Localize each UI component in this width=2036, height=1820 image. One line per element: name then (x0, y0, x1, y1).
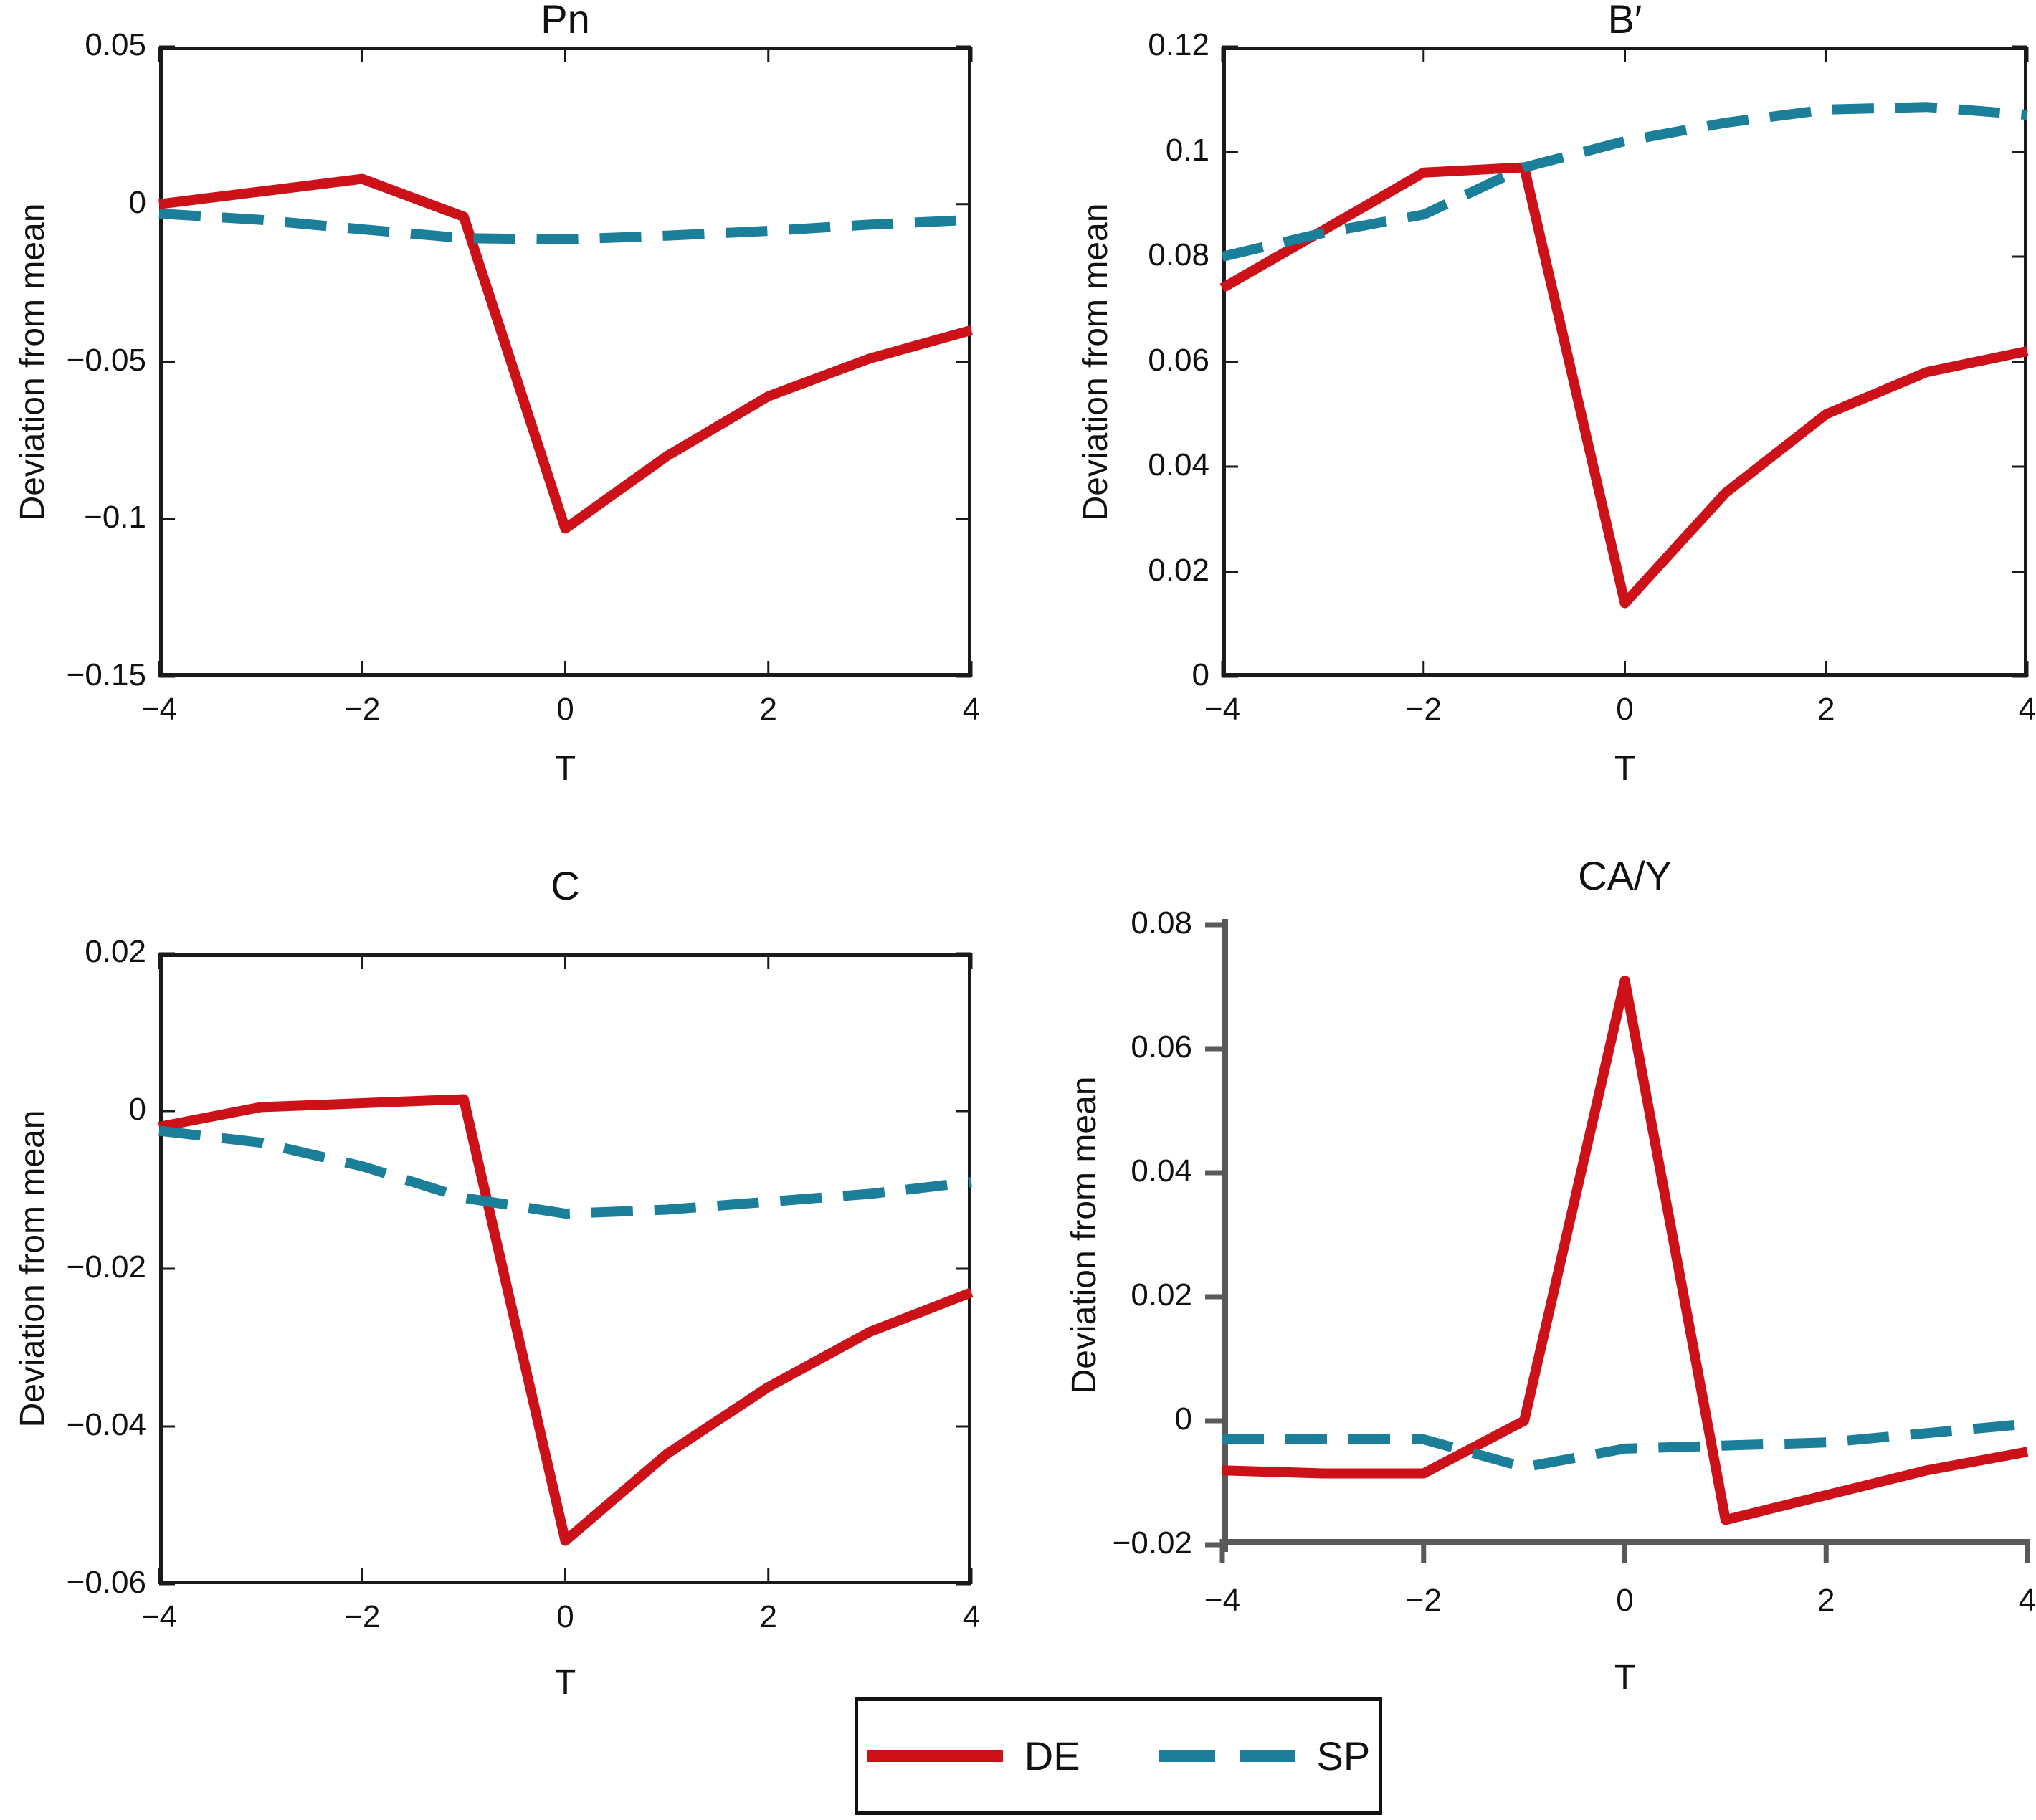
chart-title: B′ (1607, 0, 1642, 42)
y-tick-label: 0.02 (1131, 1277, 1192, 1312)
plot-area (1219, 45, 2029, 678)
y-tick-label: 0.04 (1131, 1153, 1192, 1188)
y-tick-label: 0 (1191, 657, 1209, 692)
y-tick-label: −0.15 (66, 657, 146, 692)
y-axis-label: Deviation from mean (14, 203, 52, 520)
de-line-swatch (866, 1750, 1003, 1762)
x-tick-label: 4 (2018, 1583, 2036, 1618)
y-tick-label: 0.05 (85, 27, 146, 62)
series-line-de (158, 173, 973, 534)
y-tick-label: 0.06 (1131, 1029, 1192, 1064)
chart-title: CA/Y (1578, 853, 1672, 898)
y-tick-label: 0 (128, 184, 146, 220)
sp-dashed-line-swatch (1159, 1750, 1295, 1762)
x-axis-label: T (1614, 1659, 1636, 1697)
y-tick-label: 0.06 (1148, 342, 1209, 378)
y-tick-label: −0.1 (84, 500, 146, 535)
series-line-de (1222, 975, 2029, 1525)
x-tick-label: 4 (962, 692, 981, 727)
plot-host (158, 45, 973, 678)
y-tick-label: 0.04 (1148, 447, 1209, 482)
y-tick-label: −0.05 (66, 342, 146, 378)
y-tick-label: 0 (128, 1092, 146, 1127)
y-tick-label: 0.08 (1131, 905, 1192, 940)
chart-c: C Deviation from mean T −0.06 −0.04 −0.02 0… (14, 866, 980, 1700)
chart-title: C (551, 863, 580, 908)
y-axis-label: Deviation from mean (1065, 1076, 1103, 1393)
x-tick-label: −2 (344, 1599, 381, 1634)
x-tick-label: 4 (2018, 692, 2036, 727)
x-tick-label: 2 (1817, 1583, 1835, 1618)
chart-ca-y: CA/Y Deviation from mean T −0.02 0 0.02 0.0… (1065, 856, 2036, 1695)
legend-label-de: DE (1024, 1733, 1080, 1778)
x-tick-label: 2 (759, 1599, 777, 1634)
x-tick-label: 2 (759, 692, 777, 727)
plot-frame (159, 953, 971, 1584)
y-tick-label: 0.08 (1148, 237, 1209, 272)
y-tick-label: −0.02 (66, 1249, 146, 1285)
x-axis-label: T (1614, 750, 1636, 788)
legend: DE SP (855, 1697, 1382, 1815)
y-tick-label: 0 (1174, 1401, 1192, 1437)
x-tick-label: −2 (1405, 1583, 1442, 1618)
legend-item-de: DE (866, 1733, 1080, 1778)
x-tick-label: 2 (1817, 692, 1835, 727)
plot-area (158, 952, 974, 1586)
x-tick-label: 0 (1616, 692, 1634, 727)
y-tick-label: −0.02 (1112, 1525, 1192, 1561)
y-tick-label: −0.06 (66, 1565, 146, 1600)
series-line-de (1219, 162, 2029, 609)
x-tick-label: −2 (1405, 692, 1442, 727)
plot-area (158, 45, 973, 678)
series-line-sp (158, 208, 972, 244)
legend-label-sp: SP (1316, 1733, 1371, 1778)
series-line-sp (158, 1125, 972, 1219)
legend-item-sp: SP (1159, 1733, 1371, 1778)
y-axis-label: Deviation from mean (14, 1110, 52, 1428)
y-tick-label: −0.04 (66, 1407, 146, 1442)
chart-title: Pn (541, 0, 590, 42)
x-tick-label: −4 (141, 692, 178, 727)
series-line-sp (1222, 1419, 2028, 1472)
chart-b-prime: B′ Deviation from mean T 0 0.02 0.04 0.06 0.… (1077, 0, 2036, 786)
series-line-de (158, 1094, 974, 1546)
y-tick-label: 0.02 (1148, 552, 1209, 588)
y-axis-label: Deviation from mean (1077, 203, 1115, 520)
x-tick-label: −2 (344, 692, 381, 727)
x-tick-label: −4 (1204, 1583, 1241, 1618)
x-tick-label: 4 (962, 1599, 981, 1634)
x-tick-label: 0 (556, 692, 574, 727)
x-tick-label: 0 (1616, 1583, 1634, 1618)
plot-host (158, 952, 974, 1586)
chart-pn: Pn Deviation from mean T −0.15 −0.1 −0.05 0… (14, 0, 980, 786)
x-tick-label: −4 (141, 1599, 178, 1634)
y-tick-label: 0.1 (1165, 132, 1209, 168)
series-line-sp (1221, 102, 2028, 262)
y-tick-label: 0.02 (85, 934, 146, 969)
x-tick-label: 0 (556, 1599, 574, 1634)
plot-host (1219, 45, 2029, 678)
plot-area (1205, 919, 2030, 1563)
x-tick-label: −4 (1204, 692, 1241, 727)
y-tick-label: 0.12 (1148, 27, 1209, 62)
x-axis-label: T (554, 1664, 576, 1702)
plot-host (1205, 919, 2030, 1563)
x-axis-label: T (554, 750, 576, 788)
